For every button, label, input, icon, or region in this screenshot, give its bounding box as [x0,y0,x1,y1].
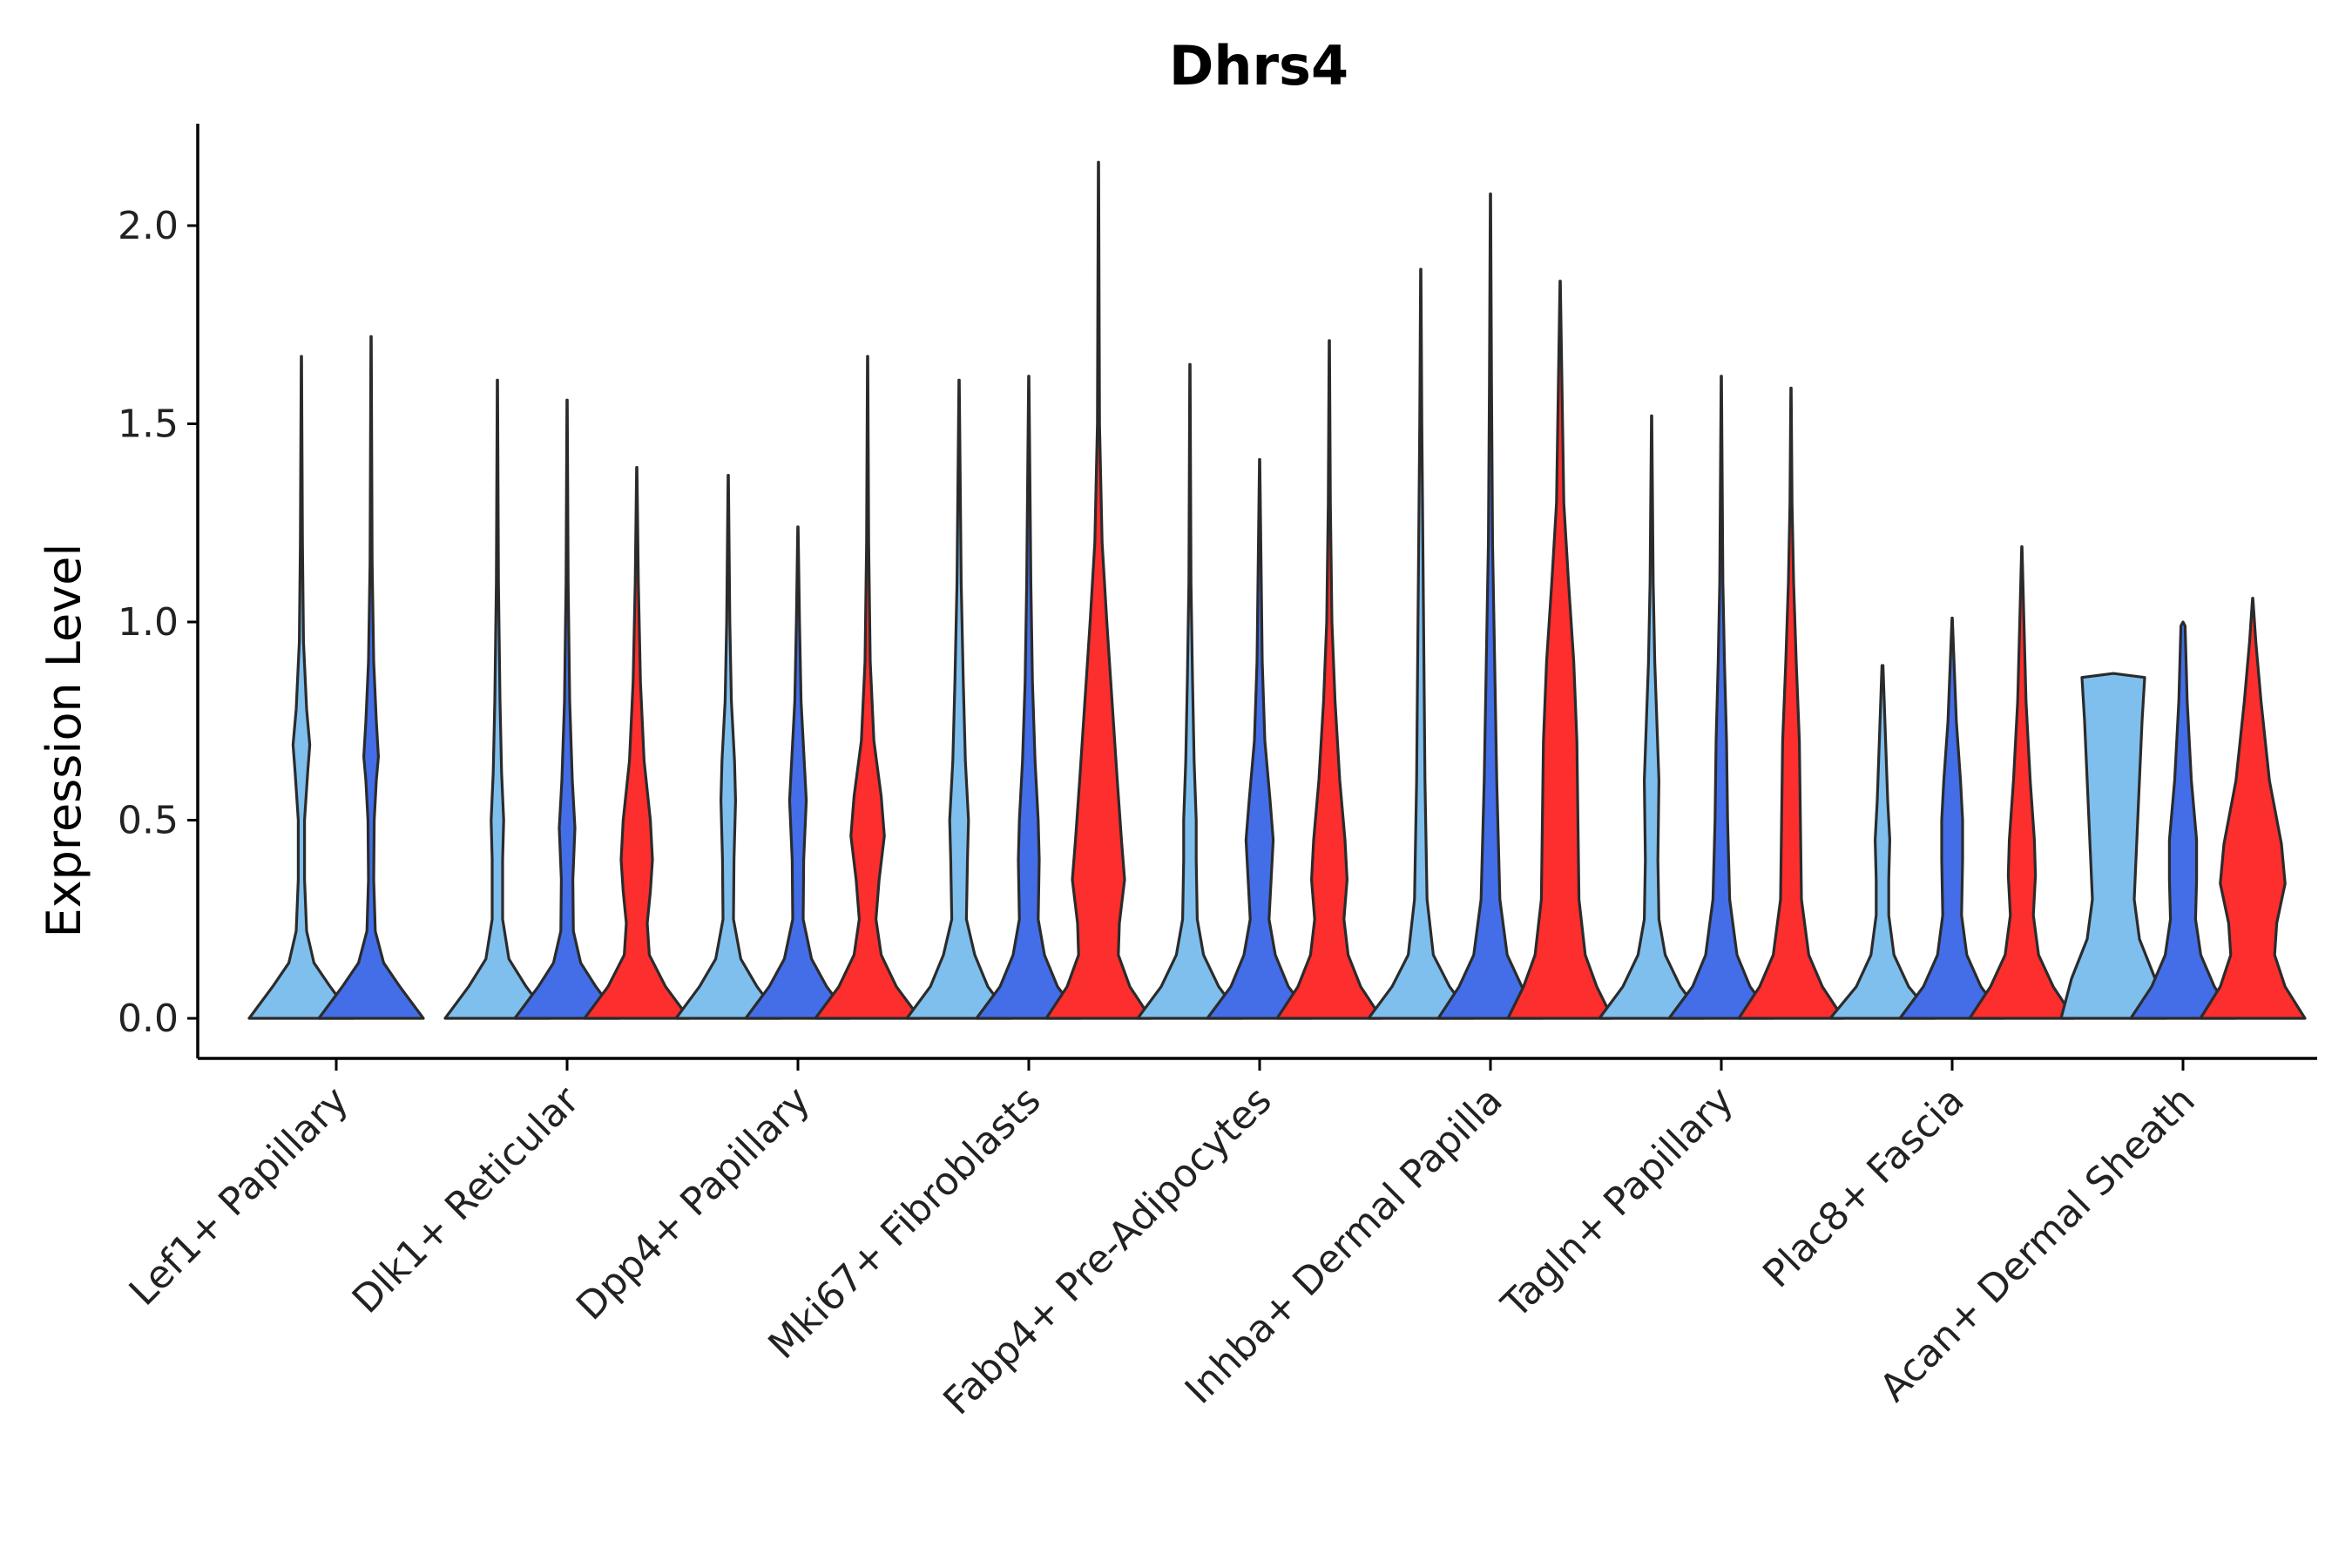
violin-plac8-fascia-2 [1898,616,2006,1020]
y-tick-label: 1.0 [118,600,179,645]
violin-dlk1-reticular-3 [583,466,691,1020]
violin-group-dpp4-papillary [674,355,922,1020]
violins-layer [247,160,2307,1020]
violin-dpp4-papillary-1 [674,474,782,1020]
violin-mki67-fibroblasts-1 [905,378,1013,1020]
violin-acan-dermal-sheath-1 [2059,672,2167,1020]
violin-fabp4-pre-adipocytes-2 [1206,457,1314,1020]
violin-dpp4-papillary-3 [814,355,922,1020]
violin-tagln-papillary-1 [1598,414,1706,1020]
violin-dlk1-reticular-1 [443,378,551,1020]
violin-acan-dermal-sheath-3 [2199,597,2307,1020]
violin-lef1-papillary-2 [317,335,425,1020]
violin-inhba-dermal-papilla-3 [1506,280,1614,1020]
violin-group-plac8-fascia [1828,545,2076,1020]
x-tick-label: Tagln+ Papillary [1493,1078,1742,1328]
violin-tagln-papillary-3 [1737,386,1845,1020]
y-tick-label: 0.5 [118,799,179,843]
violin-group-acan-dermal-sheath [2059,597,2307,1020]
violin-inhba-dermal-papilla-2 [1436,193,1544,1020]
x-tick-label: Dlk1+ Reticular [344,1078,589,1322]
violin-plac8-fascia-3 [1968,545,2076,1020]
violin-tagln-papillary-2 [1667,375,1775,1020]
y-tick-label: 2.0 [118,204,179,248]
violin-group-dlk1-reticular [443,378,691,1020]
violin-fabp4-pre-adipocytes-1 [1136,362,1244,1020]
violin-fabp4-pre-adipocytes-3 [1275,339,1383,1020]
violin-group-tagln-papillary [1598,375,1845,1020]
violin-group-lef1-papillary [247,335,425,1020]
y-tick-label: 0.0 [118,997,179,1041]
y-tick-label: 1.5 [118,402,179,447]
x-tick-label: Lef1+ Papillary [121,1078,357,1315]
violin-lef1-papillary-1 [247,355,355,1020]
violin-dpp4-papillary-2 [744,525,852,1020]
violin-group-inhba-dermal-papilla [1367,193,1614,1020]
violin-acan-dermal-sheath-2 [2129,620,2237,1020]
chart-title: Dhrs4 [1169,34,1348,98]
y-axis-title: Expression Level [37,544,91,938]
violin-group-mki67-fibroblasts [905,160,1152,1020]
violin-inhba-dermal-papilla-1 [1367,267,1475,1020]
y-ticks: 0.0 0.5 1.0 1.5 2.0 [118,204,198,1041]
violin-mki67-fibroblasts-3 [1044,160,1152,1020]
violin-mki67-fibroblasts-2 [975,375,1083,1020]
violin-plac8-fascia-1 [1828,664,1936,1020]
axes-layer [196,124,2317,1060]
x-tick-label: Plac8+ Fascia [1754,1078,1973,1297]
violin-dlk1-reticular-2 [513,398,621,1020]
x-tick-label: Dpp4+ Papillary [568,1078,819,1329]
violin-group-fabp4-pre-adipocytes [1136,339,1383,1020]
